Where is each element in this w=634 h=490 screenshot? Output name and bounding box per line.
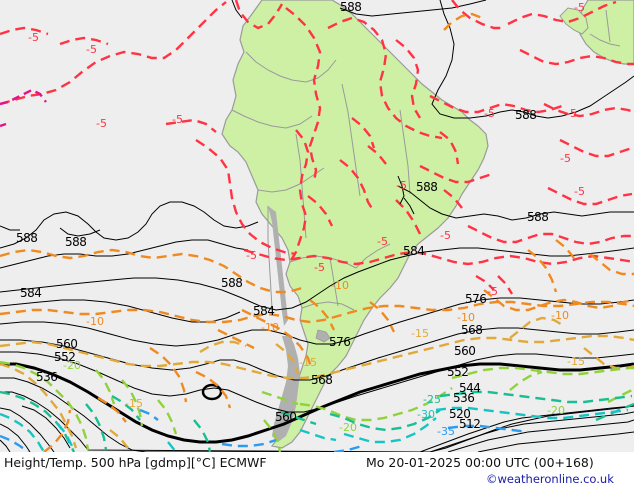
contour-misc-left xyxy=(0,225,20,231)
height-label: 552 xyxy=(447,365,469,379)
temp-label: -15 xyxy=(567,355,585,368)
temp-contours-neg35 xyxy=(0,408,529,452)
chart-title: Height/Temp. 500 hPa [gdmp][°C] ECMWF xyxy=(4,455,267,470)
temp-label: -5 xyxy=(574,185,585,198)
contour-588-west-2 xyxy=(0,239,249,269)
temp-contours-neg5 xyxy=(0,0,634,295)
height-label: 576 xyxy=(465,292,487,306)
contour-588-atlantic-north xyxy=(431,0,634,119)
map-vector-layer xyxy=(0,0,634,452)
height-label: 588 xyxy=(515,108,537,122)
temp-contours-neg20 xyxy=(0,360,634,452)
height-label: 584 xyxy=(20,286,42,300)
temp-label: -5 xyxy=(484,107,495,120)
temp-label: -5 xyxy=(377,235,388,248)
contour-misc-nw xyxy=(59,227,101,237)
footer-bar: Height/Temp. 500 hPa [gdmp][°C] ECMWF Mo… xyxy=(0,452,634,490)
temp-label: -15 xyxy=(125,397,143,410)
map-detail-strokes xyxy=(397,175,415,215)
height-label: 536 xyxy=(36,370,58,384)
contour-536-closed xyxy=(21,405,71,449)
temp-label: -5 xyxy=(28,31,39,44)
height-label: 576 xyxy=(329,335,351,349)
contour-512 xyxy=(0,439,11,452)
contour-504-right xyxy=(477,431,634,452)
temp-label: -10 xyxy=(86,315,104,328)
contour-588-west-1 xyxy=(0,201,259,249)
height-label: 536 xyxy=(453,391,475,405)
map-canvas[interactable]: 588 588 588 588 588 588 588 584 584 584 … xyxy=(0,0,634,452)
temp-label: -15 xyxy=(299,356,317,369)
land-falklands xyxy=(315,329,331,343)
height-label: 512 xyxy=(459,417,481,431)
temp-label: -5 xyxy=(396,179,407,192)
contour-576 xyxy=(0,297,634,347)
temp-label: -5 xyxy=(246,249,257,262)
contour-misc-top xyxy=(231,0,243,19)
height-label: 588 xyxy=(527,210,549,224)
land-west-africa xyxy=(577,0,634,65)
height-label: 584 xyxy=(253,304,275,318)
contour-568 xyxy=(0,327,634,381)
contour-closed-ring xyxy=(201,383,223,401)
land-layer xyxy=(221,0,634,449)
height-label: 560 xyxy=(275,410,297,424)
chart-valid-time: Mo 20-01-2025 00:00 UTC (00+168) xyxy=(366,455,594,470)
temp-label: -25 xyxy=(423,393,441,406)
contour-588-mid-right xyxy=(397,185,634,221)
temp-label: -35 xyxy=(437,425,455,438)
temp-label: -5 xyxy=(487,285,498,298)
height-label: 560 xyxy=(56,337,78,351)
temp-label: -10 xyxy=(457,311,475,324)
temp-label: -15 xyxy=(411,327,429,340)
height-label: 568 xyxy=(311,373,333,387)
contour-520-right xyxy=(429,411,634,452)
temp-label: -10 xyxy=(331,279,349,292)
temp-label: -30 xyxy=(417,408,435,421)
contour-544 xyxy=(0,377,634,452)
temp-label: -10 xyxy=(551,309,569,322)
height-label: 520 xyxy=(449,407,471,421)
height-label: 588 xyxy=(65,235,87,249)
contour-588-top xyxy=(339,0,487,17)
temp-label: -5 xyxy=(440,229,451,242)
land-andes-relief xyxy=(268,206,288,326)
temp-label: -5 xyxy=(314,261,325,274)
copyright-notice: ©weatheronline.co.uk xyxy=(486,472,614,486)
temp-label: -5 xyxy=(566,107,577,120)
temp-label: -20 xyxy=(63,359,81,372)
contour-536 xyxy=(0,391,634,452)
temp-label: -5 xyxy=(574,1,585,14)
height-label: 544 xyxy=(459,381,481,395)
land-south-america xyxy=(221,0,489,449)
height-label: 552 xyxy=(54,350,76,364)
temp-label: -5 xyxy=(96,117,107,130)
contour-528 xyxy=(0,407,55,452)
temp-label: -20 xyxy=(547,404,565,417)
temp-contours-neg30 xyxy=(0,406,629,452)
temp-label: -5 xyxy=(560,152,571,165)
temp-contours-zero xyxy=(0,88,47,128)
height-label: 588 xyxy=(221,276,243,290)
temp-label: -20 xyxy=(339,421,357,434)
height-label: 560 xyxy=(454,344,476,358)
height-label: 588 xyxy=(16,231,38,245)
contour-560 xyxy=(0,351,634,413)
temp-label: -5 xyxy=(86,43,97,56)
height-label: 584 xyxy=(403,244,425,258)
temp-contours-neg10 xyxy=(0,12,634,452)
temp-contours-neg25 xyxy=(0,390,634,452)
contour-512-right xyxy=(447,419,634,452)
temp-label: -5 xyxy=(172,113,183,126)
contour-520 xyxy=(0,423,31,452)
height-label: 568 xyxy=(461,323,483,337)
temp-label: -10 xyxy=(261,321,279,334)
height-label: 588 xyxy=(340,0,362,14)
height-label: 588 xyxy=(416,180,438,194)
